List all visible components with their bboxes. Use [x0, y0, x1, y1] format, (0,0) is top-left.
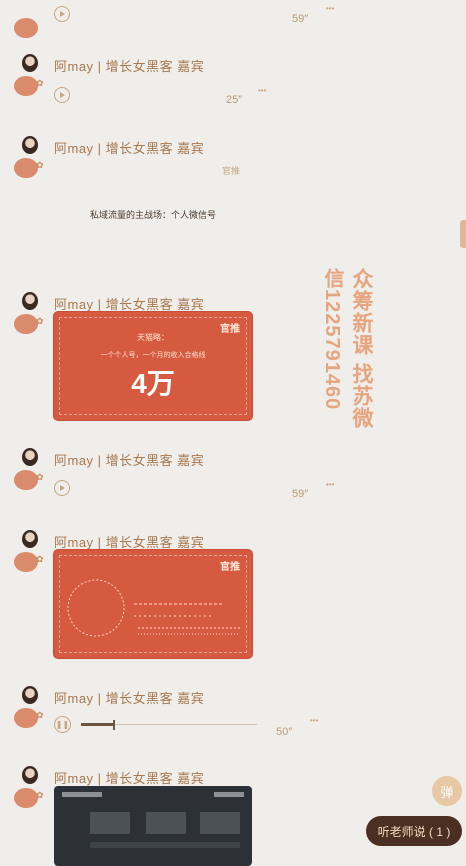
avatar[interactable]: ✿: [14, 766, 46, 810]
avatar[interactable]: ✿: [14, 448, 46, 492]
sender-name: 阿may | 增长女黑客 嘉宾: [54, 297, 205, 312]
avatar[interactable]: ✿: [14, 686, 46, 730]
image-card[interactable]: 官推 天猫略： 一个个人号，一个月的收入合格线 4万: [54, 312, 252, 420]
voice-bubble[interactable]: ❚❚: [54, 716, 257, 733]
image-card[interactable]: 官推: [54, 550, 252, 658]
unread-dots: •••: [310, 716, 319, 725]
unread-dots: •••: [326, 480, 335, 489]
play-icon[interactable]: [54, 6, 70, 22]
voice-progress-slider[interactable]: [81, 719, 257, 730]
voice-duration: 59″: [292, 488, 309, 500]
dark-image-graphic: [62, 792, 244, 848]
voice-bubble[interactable]: [54, 87, 70, 103]
sender-name: 阿may | 增长女黑客 嘉宾: [54, 453, 205, 468]
image-bubble[interactable]: [54, 786, 252, 866]
sender-name: 阿may | 增长女黑客 嘉宾: [54, 59, 205, 74]
watermark-line2: 信1225791460: [321, 268, 343, 411]
sender-name: 阿may | 增长女黑客 嘉宾: [54, 771, 205, 786]
voice-duration: 50″: [276, 726, 293, 738]
sender-name: 阿may | 增长女黑客 嘉宾: [54, 691, 205, 706]
voice-bubble[interactable]: [54, 480, 70, 496]
unread-dots: •••: [326, 4, 335, 13]
pause-icon[interactable]: ❚❚: [54, 716, 71, 733]
avatar[interactable]: ✿: [14, 292, 46, 336]
avatar[interactable]: ✿: [14, 136, 46, 180]
edge-tab[interactable]: [460, 220, 466, 248]
card-big-number: 4万: [131, 368, 175, 399]
sender-name: 阿may | 增长女黑客 嘉宾: [54, 535, 205, 550]
avatar[interactable]: ✿: [14, 530, 46, 574]
sender-name: 阿may | 增长女黑客 嘉宾: [54, 141, 205, 156]
watermark: 众筹新课 找苏微 信1225791460: [316, 268, 376, 478]
listen-teacher-button[interactable]: 听老师说 ( 1 ): [366, 816, 462, 846]
avatar[interactable]: [14, 0, 46, 40]
unread-dots: •••: [258, 86, 267, 95]
slider-handle[interactable]: [112, 719, 115, 730]
barrage-button[interactable]: 弹: [432, 776, 462, 806]
avatar[interactable]: ✿: [14, 54, 46, 98]
card-heading: 天猫略：: [137, 333, 169, 342]
logo: 官推: [220, 324, 240, 335]
play-icon[interactable]: [54, 480, 70, 496]
play-icon[interactable]: [54, 87, 70, 103]
logo: 官推: [221, 166, 240, 176]
card-subtitle: 一个个人号，一个月的收入合格线: [100, 352, 206, 359]
image-bubble[interactable]: 官推 私域流量的主战场：个人微信号: [54, 158, 252, 276]
image-caption: 私域流量的主战场：个人微信号: [90, 210, 217, 220]
voice-bubble[interactable]: [54, 6, 70, 22]
voice-duration: 59″: [292, 13, 309, 25]
voice-duration: 25″: [226, 94, 243, 106]
diagram-graphic: [67, 579, 240, 637]
watermark-line1: 众筹新课 找苏微: [350, 268, 373, 429]
logo: 官推: [220, 562, 240, 573]
